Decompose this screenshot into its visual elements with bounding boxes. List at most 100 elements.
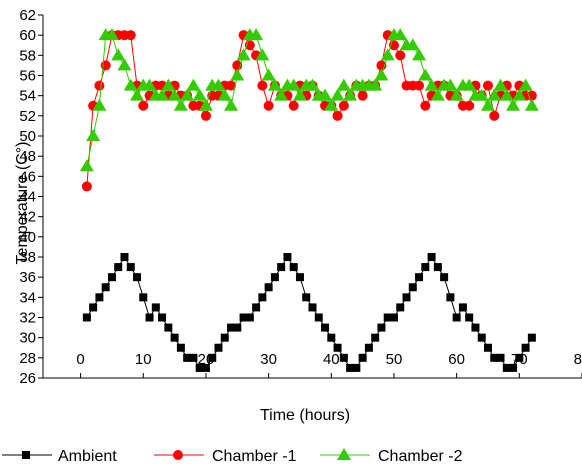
ambient-point: [233, 323, 242, 332]
ambient-point: [440, 273, 449, 282]
y-tick-label: 38: [19, 249, 36, 266]
series-layer: [79, 28, 539, 372]
ambient-point: [145, 313, 154, 322]
ambient-point: [502, 363, 511, 372]
ambient-point: [295, 273, 304, 282]
ambient-point: [308, 303, 317, 312]
chamber-1-point: [357, 90, 368, 101]
ambient-point: [446, 293, 455, 302]
legend-marker: [22, 451, 30, 459]
chamber-2-point: [79, 159, 94, 172]
chamber-2-point: [217, 88, 232, 101]
ambient-point: [433, 263, 442, 272]
ambient-point: [277, 263, 286, 272]
ambient-point: [509, 363, 518, 372]
chamber-1-point: [414, 80, 425, 91]
chamber-1-point: [332, 110, 343, 121]
chamber-2-point: [173, 98, 188, 111]
chamber-2-point: [443, 78, 458, 91]
y-tick-label: 54: [19, 88, 36, 105]
legend-label: Ambient: [58, 448, 117, 465]
ambient-point: [176, 343, 185, 352]
legend-marker: [337, 448, 351, 460]
x-tick-label: 50: [386, 351, 403, 368]
ambient-point: [327, 333, 336, 342]
ambient-point: [89, 303, 98, 312]
chamber-2-point: [142, 78, 157, 91]
ambient-point: [358, 353, 367, 362]
chamber-2-point: [161, 78, 176, 91]
ambient-point: [402, 293, 411, 302]
chamber-2-point: [180, 88, 195, 101]
chamber-1-point: [464, 100, 475, 111]
chamber-2-point: [506, 98, 521, 111]
chamber-1-point: [288, 100, 299, 111]
y-tick-label: 48: [19, 148, 36, 165]
chamber-1-point: [200, 110, 211, 121]
chamber-2-point: [211, 78, 226, 91]
chamber-2-point: [474, 88, 489, 101]
chamber-2-point: [155, 88, 170, 101]
y-tick-label: 42: [19, 209, 36, 226]
chamber-2-point: [267, 78, 282, 91]
ambient-point: [289, 263, 298, 272]
ambient-point: [465, 313, 474, 322]
chamber-2-point: [117, 58, 132, 71]
chamber-2-point: [186, 78, 201, 91]
series-chamber-2: [79, 28, 539, 172]
chamber-2-point: [104, 28, 119, 41]
chamber-2-point: [374, 68, 389, 81]
ambient-point: [95, 293, 104, 302]
chamber-1-point: [81, 181, 92, 192]
ambient-point: [314, 313, 323, 322]
chamber-2-point: [192, 88, 207, 101]
y-tick-label: 36: [19, 269, 36, 286]
chamber-1-point: [226, 80, 237, 91]
ambient-point: [126, 263, 135, 272]
ambient-point: [133, 273, 142, 282]
y-tick-label: 60: [19, 27, 36, 44]
chamber-2-point: [305, 78, 320, 91]
chamber-2-point: [261, 68, 276, 81]
x-axis-ticks: 01020304050607080: [76, 351, 582, 378]
chamber-2-point: [336, 78, 351, 91]
legend-item-ambient: Ambient: [2, 448, 117, 465]
ambient-point: [452, 313, 461, 322]
y-axis-ticks: 26 28 30 32 34 36 38 40 42 44 46 48 50 52 54 56 58 60 62: [19, 7, 43, 387]
ambient-point: [264, 283, 273, 292]
legend-label: Chamber -1: [212, 448, 297, 465]
chamber-2-point: [524, 98, 539, 111]
chamber-2-point: [92, 98, 107, 111]
ambient-point: [283, 253, 292, 261]
ambient-point: [458, 303, 467, 312]
chamber-2-point: [405, 38, 420, 51]
chamber-2-point: [111, 48, 126, 61]
ambient-point: [496, 353, 505, 362]
chamber-2-point: [86, 129, 101, 141]
chamber-2-point: [487, 88, 502, 101]
ambient-point: [227, 323, 236, 332]
chamber-1-point: [100, 60, 111, 71]
ambient-point: [364, 343, 373, 352]
ambient-point: [208, 353, 217, 362]
ambient-point: [321, 323, 330, 332]
y-tick-label: 28: [19, 350, 36, 367]
chamber-2-point: [380, 48, 395, 61]
chamber-2-point: [286, 78, 301, 91]
y-tick-label: 58: [19, 47, 36, 64]
y-tick-label: 50: [19, 128, 36, 145]
ambient-point: [477, 333, 486, 342]
ambient-point: [107, 273, 116, 282]
ambient-point: [490, 353, 499, 362]
ambient-point: [415, 273, 424, 282]
y-tick-label: 44: [19, 189, 36, 206]
ambient-point: [120, 253, 129, 261]
chamber-1-line: [86, 33, 532, 187]
chamber-2-point: [224, 98, 239, 111]
ambient-point: [483, 343, 492, 352]
ambient-point: [114, 263, 123, 272]
ambient-point: [339, 353, 348, 362]
legend-label: Chamber -2: [378, 448, 463, 465]
legend-marker: [173, 450, 183, 460]
